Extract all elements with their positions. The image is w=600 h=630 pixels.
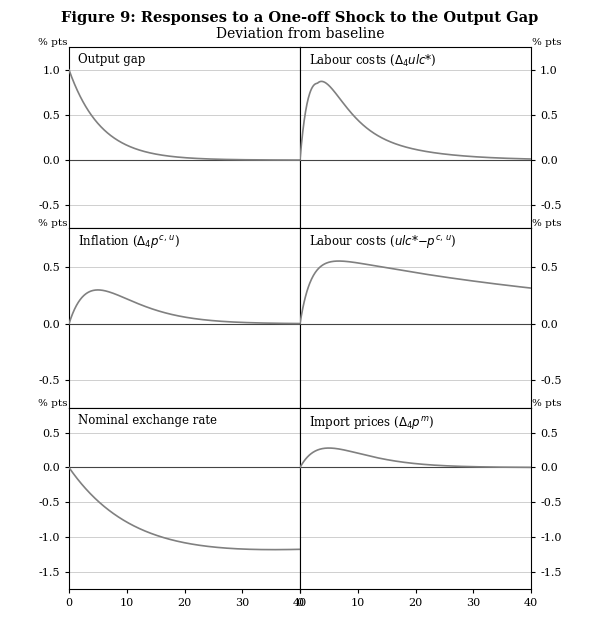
Text: % pts: % pts: [38, 399, 68, 408]
Text: % pts: % pts: [38, 219, 68, 228]
Text: Inflation ($\Delta_4\mathit{p}^{c,\,u}$): Inflation ($\Delta_4\mathit{p}^{c,\,u}$): [78, 233, 180, 250]
Text: Labour costs ($\Delta_4\mathit{ulc}$*): Labour costs ($\Delta_4\mathit{ulc}$*): [309, 53, 437, 68]
Text: Figure 9: Responses to a One-off Shock to the Output Gap: Figure 9: Responses to a One-off Shock t…: [61, 11, 539, 25]
Text: % pts: % pts: [532, 38, 562, 47]
Text: % pts: % pts: [38, 38, 68, 47]
Text: Output gap: Output gap: [78, 53, 146, 66]
Text: Labour costs ($\mathit{ulc}$*$-\mathit{p}^{c,\,u}$): Labour costs ($\mathit{ulc}$*$-\mathit{p…: [309, 233, 457, 250]
Text: Deviation from baseline: Deviation from baseline: [216, 27, 384, 41]
Text: Nominal exchange rate: Nominal exchange rate: [78, 414, 217, 427]
Text: Import prices ($\Delta_4\mathit{p}^{m}$): Import prices ($\Delta_4\mathit{p}^{m}$): [309, 414, 434, 431]
Text: % pts: % pts: [532, 399, 562, 408]
Text: % pts: % pts: [532, 219, 562, 228]
